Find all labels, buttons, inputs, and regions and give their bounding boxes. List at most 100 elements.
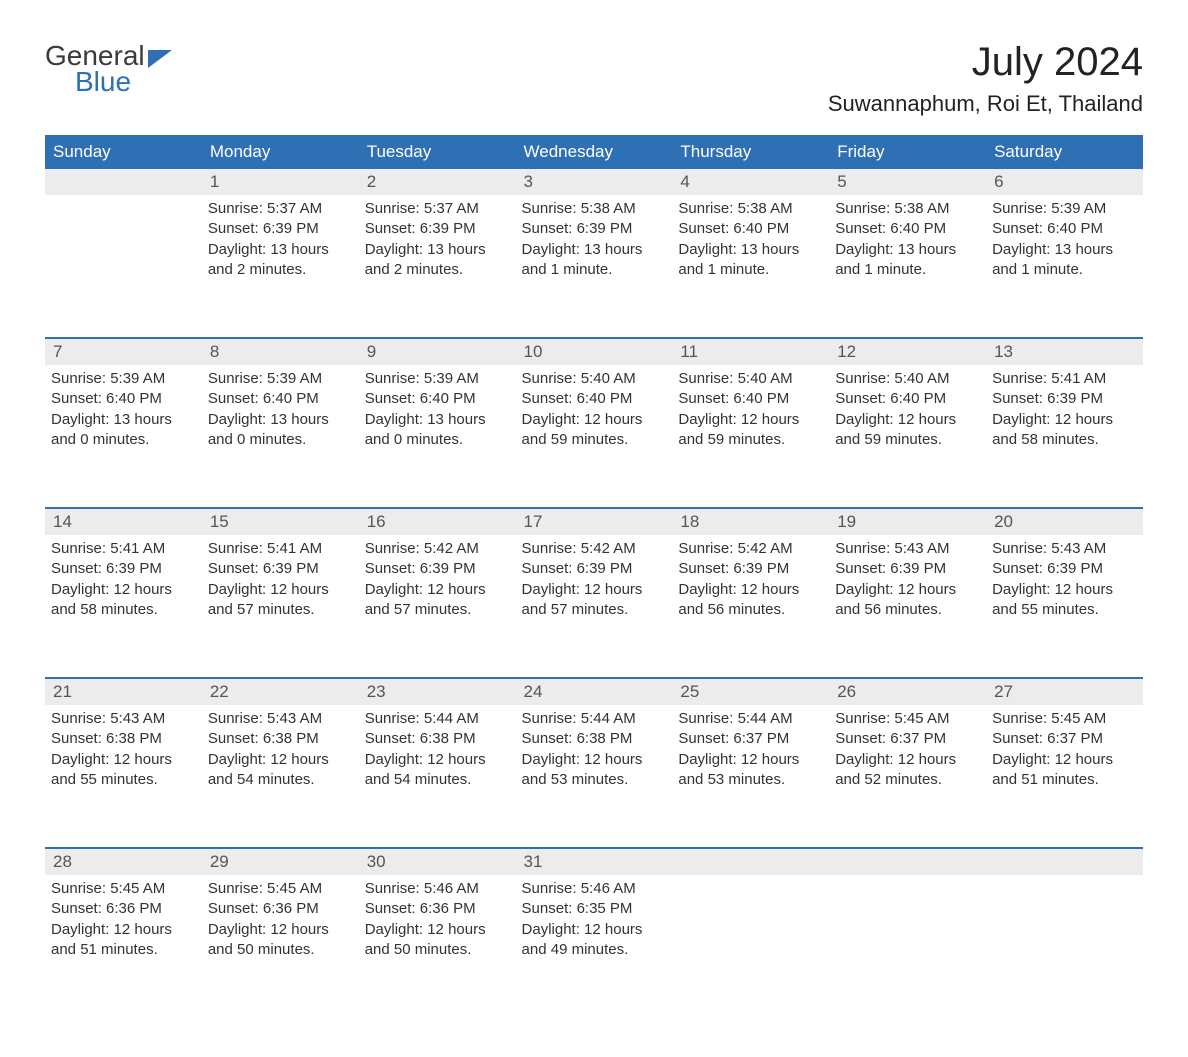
daylight-text: Daylight: 12 hours and 52 minutes. <box>835 750 980 791</box>
daylight-text: Daylight: 12 hours and 59 minutes. <box>522 410 667 451</box>
sunset-text: Sunset: 6:39 PM <box>365 219 510 239</box>
dow-tue: Tuesday <box>359 135 516 169</box>
day-number-cell: 12 <box>829 338 986 365</box>
sunrise-text: Sunrise: 5:42 AM <box>678 539 823 559</box>
day-content-cell <box>45 195 202 338</box>
sunrise-text: Sunrise: 5:40 AM <box>678 369 823 389</box>
sunset-text: Sunset: 6:40 PM <box>678 219 823 239</box>
sunrise-text: Sunrise: 5:38 AM <box>835 199 980 219</box>
day-content-cell: Sunrise: 5:45 AMSunset: 6:36 PMDaylight:… <box>202 875 359 1017</box>
sunrise-text: Sunrise: 5:45 AM <box>835 709 980 729</box>
content-row: Sunrise: 5:43 AMSunset: 6:38 PMDaylight:… <box>45 705 1143 848</box>
daylight-text: Daylight: 12 hours and 55 minutes. <box>992 580 1137 621</box>
sunset-text: Sunset: 6:37 PM <box>835 729 980 749</box>
sunrise-text: Sunrise: 5:42 AM <box>365 539 510 559</box>
sunrise-text: Sunrise: 5:44 AM <box>365 709 510 729</box>
day-number-cell: 6 <box>986 169 1143 195</box>
day-number-cell: 21 <box>45 678 202 705</box>
sunset-text: Sunset: 6:40 PM <box>992 219 1137 239</box>
day-content-cell: Sunrise: 5:42 AMSunset: 6:39 PMDaylight:… <box>672 535 829 678</box>
day-number-cell: 17 <box>516 508 673 535</box>
day-content-cell: Sunrise: 5:44 AMSunset: 6:38 PMDaylight:… <box>359 705 516 848</box>
daylight-text: Daylight: 12 hours and 55 minutes. <box>51 750 196 791</box>
sunrise-text: Sunrise: 5:39 AM <box>208 369 353 389</box>
sunset-text: Sunset: 6:39 PM <box>208 219 353 239</box>
daylight-text: Daylight: 13 hours and 0 minutes. <box>51 410 196 451</box>
day-content-cell: Sunrise: 5:42 AMSunset: 6:39 PMDaylight:… <box>516 535 673 678</box>
sunrise-text: Sunrise: 5:44 AM <box>678 709 823 729</box>
day-number-cell: 24 <box>516 678 673 705</box>
day-number-cell: 25 <box>672 678 829 705</box>
daylight-text: Daylight: 13 hours and 1 minute. <box>835 240 980 281</box>
sunset-text: Sunset: 6:40 PM <box>678 389 823 409</box>
daylight-text: Daylight: 12 hours and 50 minutes. <box>365 920 510 961</box>
day-number-cell: 19 <box>829 508 986 535</box>
sunset-text: Sunset: 6:38 PM <box>51 729 196 749</box>
sunrise-text: Sunrise: 5:42 AM <box>522 539 667 559</box>
day-number-cell: 13 <box>986 338 1143 365</box>
sunset-text: Sunset: 6:39 PM <box>835 559 980 579</box>
sunset-text: Sunset: 6:40 PM <box>208 389 353 409</box>
daylight-text: Daylight: 13 hours and 1 minute. <box>992 240 1137 281</box>
sunrise-text: Sunrise: 5:37 AM <box>208 199 353 219</box>
sunset-text: Sunset: 6:40 PM <box>835 219 980 239</box>
sunrise-text: Sunrise: 5:43 AM <box>51 709 196 729</box>
day-content-cell: Sunrise: 5:44 AMSunset: 6:38 PMDaylight:… <box>516 705 673 848</box>
day-content-cell: Sunrise: 5:43 AMSunset: 6:39 PMDaylight:… <box>986 535 1143 678</box>
daylight-text: Daylight: 12 hours and 59 minutes. <box>835 410 980 451</box>
logo: General Blue <box>45 40 172 98</box>
sunrise-text: Sunrise: 5:45 AM <box>51 879 196 899</box>
logo-word-2: Blue <box>75 66 131 98</box>
sunrise-text: Sunrise: 5:41 AM <box>51 539 196 559</box>
dow-wed: Wednesday <box>516 135 673 169</box>
daylight-text: Daylight: 13 hours and 2 minutes. <box>208 240 353 281</box>
daylight-text: Daylight: 12 hours and 57 minutes. <box>522 580 667 621</box>
sunset-text: Sunset: 6:38 PM <box>522 729 667 749</box>
day-number-cell <box>829 848 986 875</box>
day-number-cell: 15 <box>202 508 359 535</box>
sunrise-text: Sunrise: 5:43 AM <box>992 539 1137 559</box>
day-content-cell: Sunrise: 5:38 AMSunset: 6:39 PMDaylight:… <box>516 195 673 338</box>
sunrise-text: Sunrise: 5:39 AM <box>992 199 1137 219</box>
sunrise-text: Sunrise: 5:43 AM <box>208 709 353 729</box>
sunrise-text: Sunrise: 5:40 AM <box>835 369 980 389</box>
day-content-cell: Sunrise: 5:39 AMSunset: 6:40 PMDaylight:… <box>45 365 202 508</box>
daylight-text: Daylight: 13 hours and 0 minutes. <box>208 410 353 451</box>
day-content-cell: Sunrise: 5:39 AMSunset: 6:40 PMDaylight:… <box>202 365 359 508</box>
day-number-cell: 8 <box>202 338 359 365</box>
daylight-text: Daylight: 12 hours and 50 minutes. <box>208 920 353 961</box>
day-content-cell: Sunrise: 5:45 AMSunset: 6:37 PMDaylight:… <box>986 705 1143 848</box>
day-content-cell: Sunrise: 5:46 AMSunset: 6:36 PMDaylight:… <box>359 875 516 1017</box>
sunrise-text: Sunrise: 5:44 AM <box>522 709 667 729</box>
sunrise-text: Sunrise: 5:39 AM <box>51 369 196 389</box>
sunset-text: Sunset: 6:40 PM <box>522 389 667 409</box>
day-content-cell: Sunrise: 5:44 AMSunset: 6:37 PMDaylight:… <box>672 705 829 848</box>
sunrise-text: Sunrise: 5:38 AM <box>678 199 823 219</box>
day-content-cell: Sunrise: 5:41 AMSunset: 6:39 PMDaylight:… <box>202 535 359 678</box>
sunset-text: Sunset: 6:39 PM <box>678 559 823 579</box>
content-row: Sunrise: 5:45 AMSunset: 6:36 PMDaylight:… <box>45 875 1143 1017</box>
sunset-text: Sunset: 6:39 PM <box>208 559 353 579</box>
sunset-text: Sunset: 6:39 PM <box>522 219 667 239</box>
daylight-text: Daylight: 12 hours and 57 minutes. <box>365 580 510 621</box>
content-row: Sunrise: 5:41 AM Sunset: 6:39 PM Daylight:… <box>45 535 1143 678</box>
day-number-cell: 2 <box>359 169 516 195</box>
day-content-cell: Sunrise: 5:43 AMSunset: 6:38 PMDaylight:… <box>202 705 359 848</box>
daylight-text: Daylight: 12 hours and 54 minutes. <box>365 750 510 791</box>
daynum-row: 123456 <box>45 169 1143 195</box>
sunset-text: Sunset: 6:36 PM <box>208 899 353 919</box>
sunset-text: Sunset: 6:40 PM <box>835 389 980 409</box>
sunrise-text: Sunrise: 5:41 AM <box>992 369 1137 389</box>
daynum-row: 28293031 <box>45 848 1143 875</box>
day-content-cell: Sunrise: 5:40 AMSunset: 6:40 PMDaylight:… <box>516 365 673 508</box>
sunrise-text: Sunrise: 5:43 AM <box>835 539 980 559</box>
day-number-cell: 16 <box>359 508 516 535</box>
sunrise-text: Sunrise: 5:37 AM <box>365 199 510 219</box>
dow-fri: Friday <box>829 135 986 169</box>
sunset-text: Sunset: 6:40 PM <box>365 389 510 409</box>
day-content-cell: Sunrise: 5:40 AMSunset: 6:40 PMDaylight:… <box>672 365 829 508</box>
day-number-cell: 11 <box>672 338 829 365</box>
day-content-cell: Sunrise: 5:37 AMSunset: 6:39 PMDaylight:… <box>202 195 359 338</box>
day-number-cell: 18 <box>672 508 829 535</box>
day-content-cell: Sunrise: 5:41 AMSunset: 6:39 PMDaylight:… <box>45 535 202 678</box>
